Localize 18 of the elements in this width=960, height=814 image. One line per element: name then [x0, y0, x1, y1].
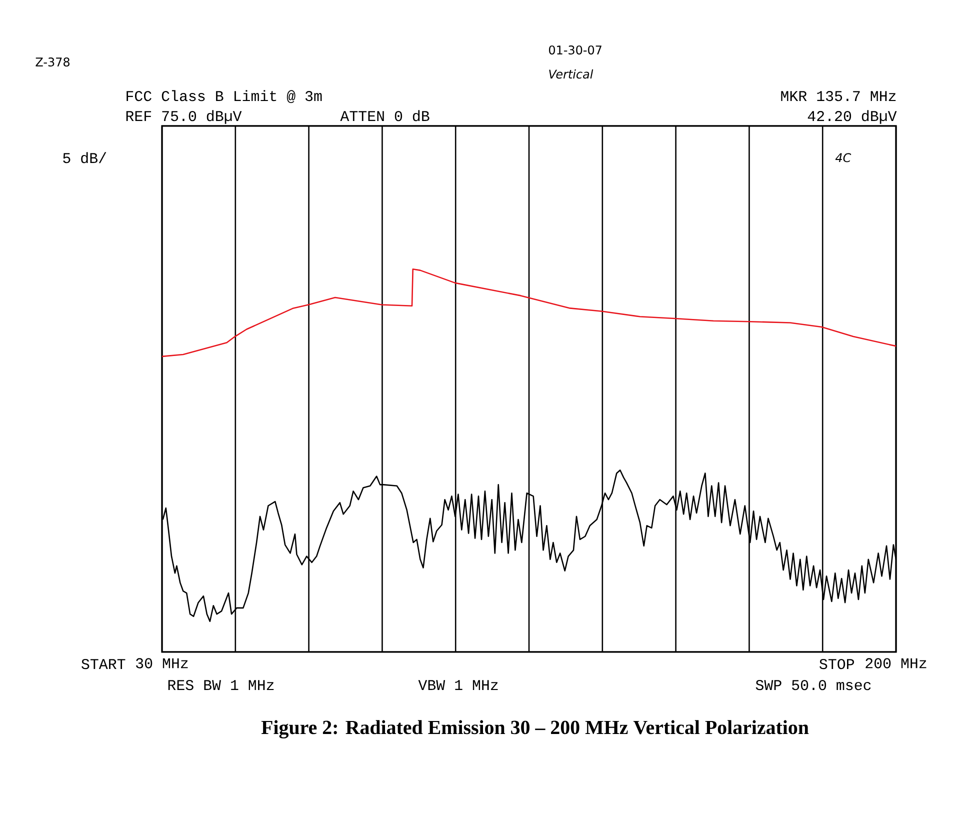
text: Vertical [549, 69, 594, 79]
text: 01-30-07 [548, 45, 602, 55]
text: VBW 1 MHz [418, 680, 498, 690]
text: SWP 50.0 msec [756, 680, 871, 690]
text: RES BW 1 MHz [168, 680, 274, 690]
text: FCC Class B Limit @ 3m [126, 90, 322, 104]
x-tick-label: 200 MHz [866, 658, 926, 668]
text: 42.20 dBµV [808, 110, 897, 124]
x-tick-label: 30 MHz [136, 658, 188, 668]
text: ATTEN 0 dB [340, 110, 430, 122]
text: STOP [820, 658, 854, 670]
text: 5 dB/ [63, 152, 106, 164]
text: Figure 2: Radiated Emission 30 – 200 MHz Vertical Polarization [261, 720, 809, 738]
text: REF 75.0 dBµV [126, 110, 242, 124]
text: START [82, 658, 126, 670]
text: Z-378 [36, 57, 70, 67]
text: MKR 135.7 MHz [781, 90, 896, 102]
text: 4C [835, 153, 852, 162]
